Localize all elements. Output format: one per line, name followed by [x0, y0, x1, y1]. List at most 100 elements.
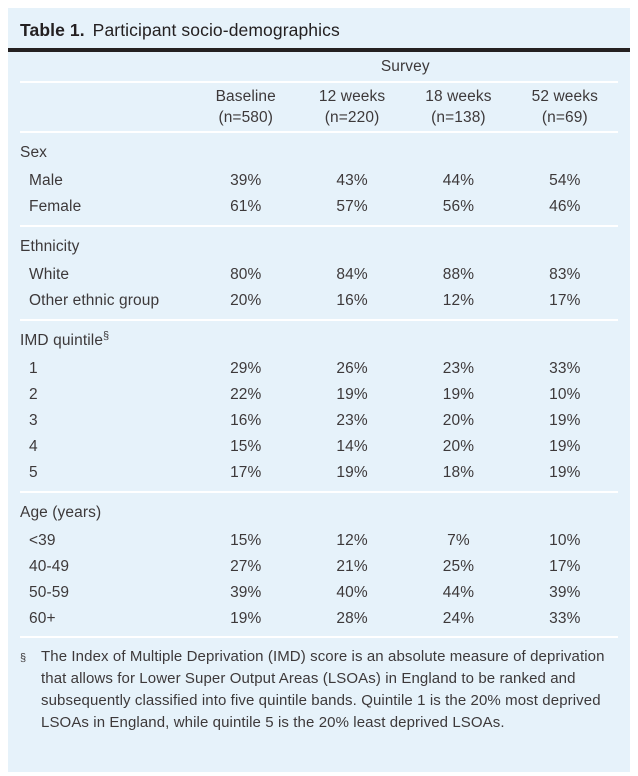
table-row-age-40-49: 40-49 27% 21% 25% 17% [20, 554, 618, 580]
row-label: Male [29, 172, 63, 189]
cell-value: 19% [549, 438, 581, 455]
cell-value: 33% [549, 360, 581, 377]
cell-value: 88% [442, 266, 475, 283]
section-header-sex: Sex [20, 144, 48, 161]
cell-value: 43% [336, 172, 368, 189]
cell-value: 7% [447, 532, 470, 549]
cell-value: 56% [442, 198, 475, 215]
table-row-quintile-4: 4 15% 14% 20% 19% [20, 434, 618, 460]
cell-value: 83% [549, 266, 581, 283]
column-name: 52 weeks [531, 88, 598, 105]
footnote-marker: § [20, 652, 27, 664]
cell-value: 57% [336, 198, 368, 215]
row-label: 2 [29, 386, 38, 403]
table-panel: Table 1. Participant socio-demographics S… [8, 8, 630, 772]
row-label: 4 [29, 438, 38, 455]
cell-value: 14% [336, 438, 368, 455]
cell-value: 40% [336, 584, 368, 601]
column-name: Baseline [215, 88, 276, 105]
table-row-quintile-2: 2 22% 19% 19% 10% [20, 382, 618, 408]
cell-value: 23% [336, 412, 368, 429]
column-name: 12 weeks [318, 88, 386, 105]
cell-value: 20% [230, 292, 262, 309]
footnote-reference-marker: § [103, 329, 110, 342]
cell-value: 19% [442, 386, 475, 403]
table-row-other-ethnic-group: Other ethnic group 20% 16% 12% 17% [20, 288, 618, 314]
cell-value: 33% [549, 610, 581, 627]
cell-value: 15% [230, 532, 262, 549]
section-separator [20, 220, 618, 227]
table-number-label: Table 1. [20, 20, 85, 40]
section-separator [20, 314, 618, 321]
table-title: Table 1. Participant socio-demographics [8, 8, 630, 48]
cell-value: 39% [549, 584, 581, 601]
cell-value: 17% [549, 292, 581, 309]
table-row-age-under-39: <39 15% 12% 7% 10% [20, 528, 618, 554]
cell-value: 10% [549, 532, 581, 549]
cell-value: 19% [230, 610, 262, 627]
table-row-age-50-59: 50-59 39% 40% 44% 39% [20, 580, 618, 606]
section-header-imd-quintile: IMD quintile§ [20, 329, 110, 349]
socio-demographics-table: Survey Baseline (n=580) 12 weeks (n=220)… [20, 52, 618, 632]
cell-value: 84% [336, 266, 368, 283]
cell-value: 29% [230, 360, 262, 377]
row-label: 3 [29, 412, 38, 429]
cell-value: 54% [549, 172, 581, 189]
table-row-quintile-1: 1 29% 26% 23% 33% [20, 356, 618, 382]
table-row-quintile-5: 5 17% 19% 18% 19% [20, 460, 618, 486]
row-label: Female [29, 198, 82, 215]
cell-value: 19% [549, 464, 581, 481]
cell-value: 80% [230, 266, 262, 283]
cell-value: 27% [230, 558, 262, 575]
survey-spanner: Survey [192, 52, 618, 83]
cell-value: 15% [230, 438, 262, 455]
table-row-female: Female 61% 57% 56% 46% [20, 194, 618, 220]
cell-value: 39% [230, 584, 262, 601]
row-label: 60+ [29, 610, 56, 627]
row-label: 50-59 [29, 584, 70, 601]
cell-value: 19% [336, 464, 368, 481]
cell-value: 19% [336, 386, 368, 403]
cell-value: 16% [336, 292, 368, 309]
cell-value: 44% [442, 172, 475, 189]
cell-value: 17% [230, 464, 262, 481]
cell-value: 12% [442, 292, 475, 309]
row-label: 40-49 [29, 558, 70, 575]
section-header-age: Age (years) [20, 504, 102, 521]
cell-value: 46% [549, 198, 581, 215]
cell-value: 25% [442, 558, 475, 575]
section-separator [20, 486, 618, 493]
table-row-white: White 80% 84% 88% 83% [20, 262, 618, 288]
row-label: Other ethnic group [29, 292, 160, 309]
column-header-spacer [20, 82, 193, 133]
cell-value: 61% [230, 198, 262, 215]
column-header-18-weeks: 18 weeks (n=138) [405, 82, 512, 133]
cell-value: 24% [442, 610, 475, 627]
table-row-age-60-plus: 60+ 19% 28% 24% 33% [20, 606, 618, 632]
cell-value: 16% [230, 412, 262, 429]
table-row-male: Male 39% 43% 44% 54% [20, 168, 618, 194]
survey-spanner-row: Survey [20, 52, 618, 83]
cell-value: 19% [549, 412, 581, 429]
cell-value: 22% [230, 386, 262, 403]
cell-value: 20% [442, 438, 475, 455]
column-header-52-weeks: 52 weeks (n=69) [511, 82, 618, 133]
cell-value: 20% [442, 412, 475, 429]
title-rule [8, 48, 630, 52]
row-label: 1 [29, 360, 38, 377]
table-title-text: Participant socio-demographics [92, 20, 340, 40]
row-label: 5 [29, 464, 38, 481]
cell-value: 10% [549, 386, 581, 403]
row-label: White [29, 266, 70, 283]
section-header-ethnicity: Ethnicity [20, 238, 80, 255]
row-label: <39 [29, 532, 56, 549]
column-n: (n=69) [541, 109, 588, 126]
table-row-quintile-3: 3 16% 23% 20% 19% [20, 408, 618, 434]
cell-value: 21% [336, 558, 368, 575]
column-header-12-weeks: 12 weeks (n=220) [298, 82, 406, 133]
cell-value: 28% [336, 610, 368, 627]
cell-value: 23% [442, 360, 475, 377]
column-n: (n=580) [218, 109, 274, 126]
cell-value: 26% [336, 360, 368, 377]
